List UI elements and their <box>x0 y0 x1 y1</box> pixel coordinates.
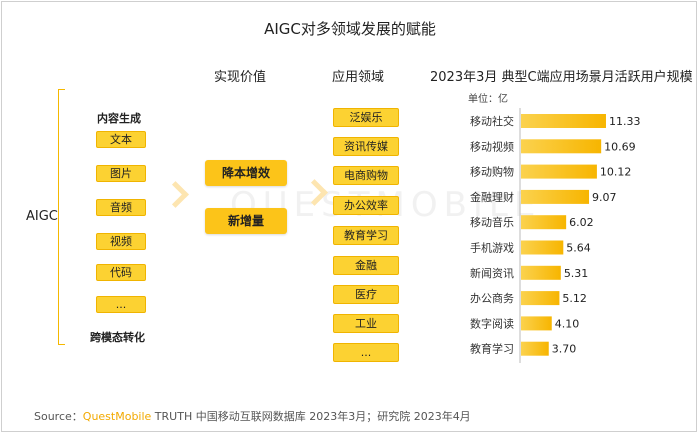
content-generation-label: 内容生成 <box>97 112 141 125</box>
category-label: 移动视频 <box>470 139 514 153</box>
value-label: 5.64 <box>566 242 591 255</box>
bar <box>521 316 552 331</box>
field-finance: 金融 <box>333 256 399 275</box>
content-item-video: 视频 <box>96 233 146 250</box>
field-office: 办公效率 <box>333 196 399 215</box>
value-label: 3.70 <box>552 343 577 356</box>
category-label: 移动音乐 <box>470 215 514 229</box>
category-label: 办公商务 <box>470 291 514 305</box>
content-item-image: 图片 <box>96 165 146 182</box>
content-item-more: ... <box>96 296 146 313</box>
bracket-line <box>58 89 65 345</box>
bar <box>521 164 597 179</box>
value-label: 5.31 <box>564 267 589 280</box>
category-label: 移动购物 <box>470 165 514 179</box>
value-label: 5.12 <box>562 292 587 305</box>
bar <box>521 139 602 154</box>
field-medical: 医疗 <box>333 285 399 304</box>
bar <box>521 265 561 280</box>
source-prefix: Source： <box>34 410 83 423</box>
bar <box>521 114 606 128</box>
value-label: 11.33 <box>609 115 641 128</box>
field-ecommerce: 电商购物 <box>333 166 399 185</box>
category-label: 移动社交 <box>470 114 514 128</box>
fields-heading: 应用领域 <box>332 70 385 85</box>
source-text: TRUTH 中国移动互联网数据库 2023年3月；研究院 2023年4月 <box>151 410 471 423</box>
category-label: 手机游戏 <box>470 241 514 255</box>
category-label: 数字阅读 <box>470 316 514 330</box>
unit-label: 单位：亿 <box>468 94 508 105</box>
mau-bar-chart: 移动社交 11.33 移动视频 10.69 移动购物 10.12 金融理财 9.07 移动音乐 6… <box>470 108 641 363</box>
field-education: 教育学习 <box>333 226 399 245</box>
value-heading: 实现价值 <box>214 70 267 85</box>
chart-heading: 2023年3月 典型C端应用场景月活跃用户规模 <box>430 70 693 85</box>
bar <box>521 215 567 230</box>
value-label: 4.10 <box>555 317 580 330</box>
bar <box>521 341 549 356</box>
value-cost-reduction: 降本增效 <box>205 160 287 186</box>
bar <box>521 189 590 204</box>
category-label: 新闻资讯 <box>470 266 514 280</box>
source-brand: QuestMobile <box>82 410 152 423</box>
content-item-text: 文本 <box>96 131 146 148</box>
value-label: 10.12 <box>600 166 632 179</box>
field-more: ... <box>333 343 399 362</box>
figure-title: AIGC对多领域发展的赋能 <box>264 20 436 38</box>
content-item-code: 代码 <box>96 264 146 281</box>
source-line: Source：QuestMobile TRUTH 中国移动互联网数据库 2023… <box>34 408 471 424</box>
value-label: 10.69 <box>604 140 636 153</box>
field-entertainment: 泛娱乐 <box>333 108 399 127</box>
field-media: 资讯传媒 <box>333 137 399 156</box>
bar <box>521 291 560 306</box>
cross-modal-label: 跨模态转化 <box>90 331 145 344</box>
aigc-label: AIGC <box>26 209 58 224</box>
category-label: 金融理财 <box>470 190 514 204</box>
field-industry: 工业 <box>333 314 399 333</box>
value-new-increment: 新增量 <box>205 208 287 234</box>
value-label: 9.07 <box>592 191 617 204</box>
bar <box>521 240 564 255</box>
content-item-audio: 音频 <box>96 199 146 216</box>
category-label: 教育学习 <box>470 342 514 356</box>
value-label: 6.02 <box>569 216 594 229</box>
